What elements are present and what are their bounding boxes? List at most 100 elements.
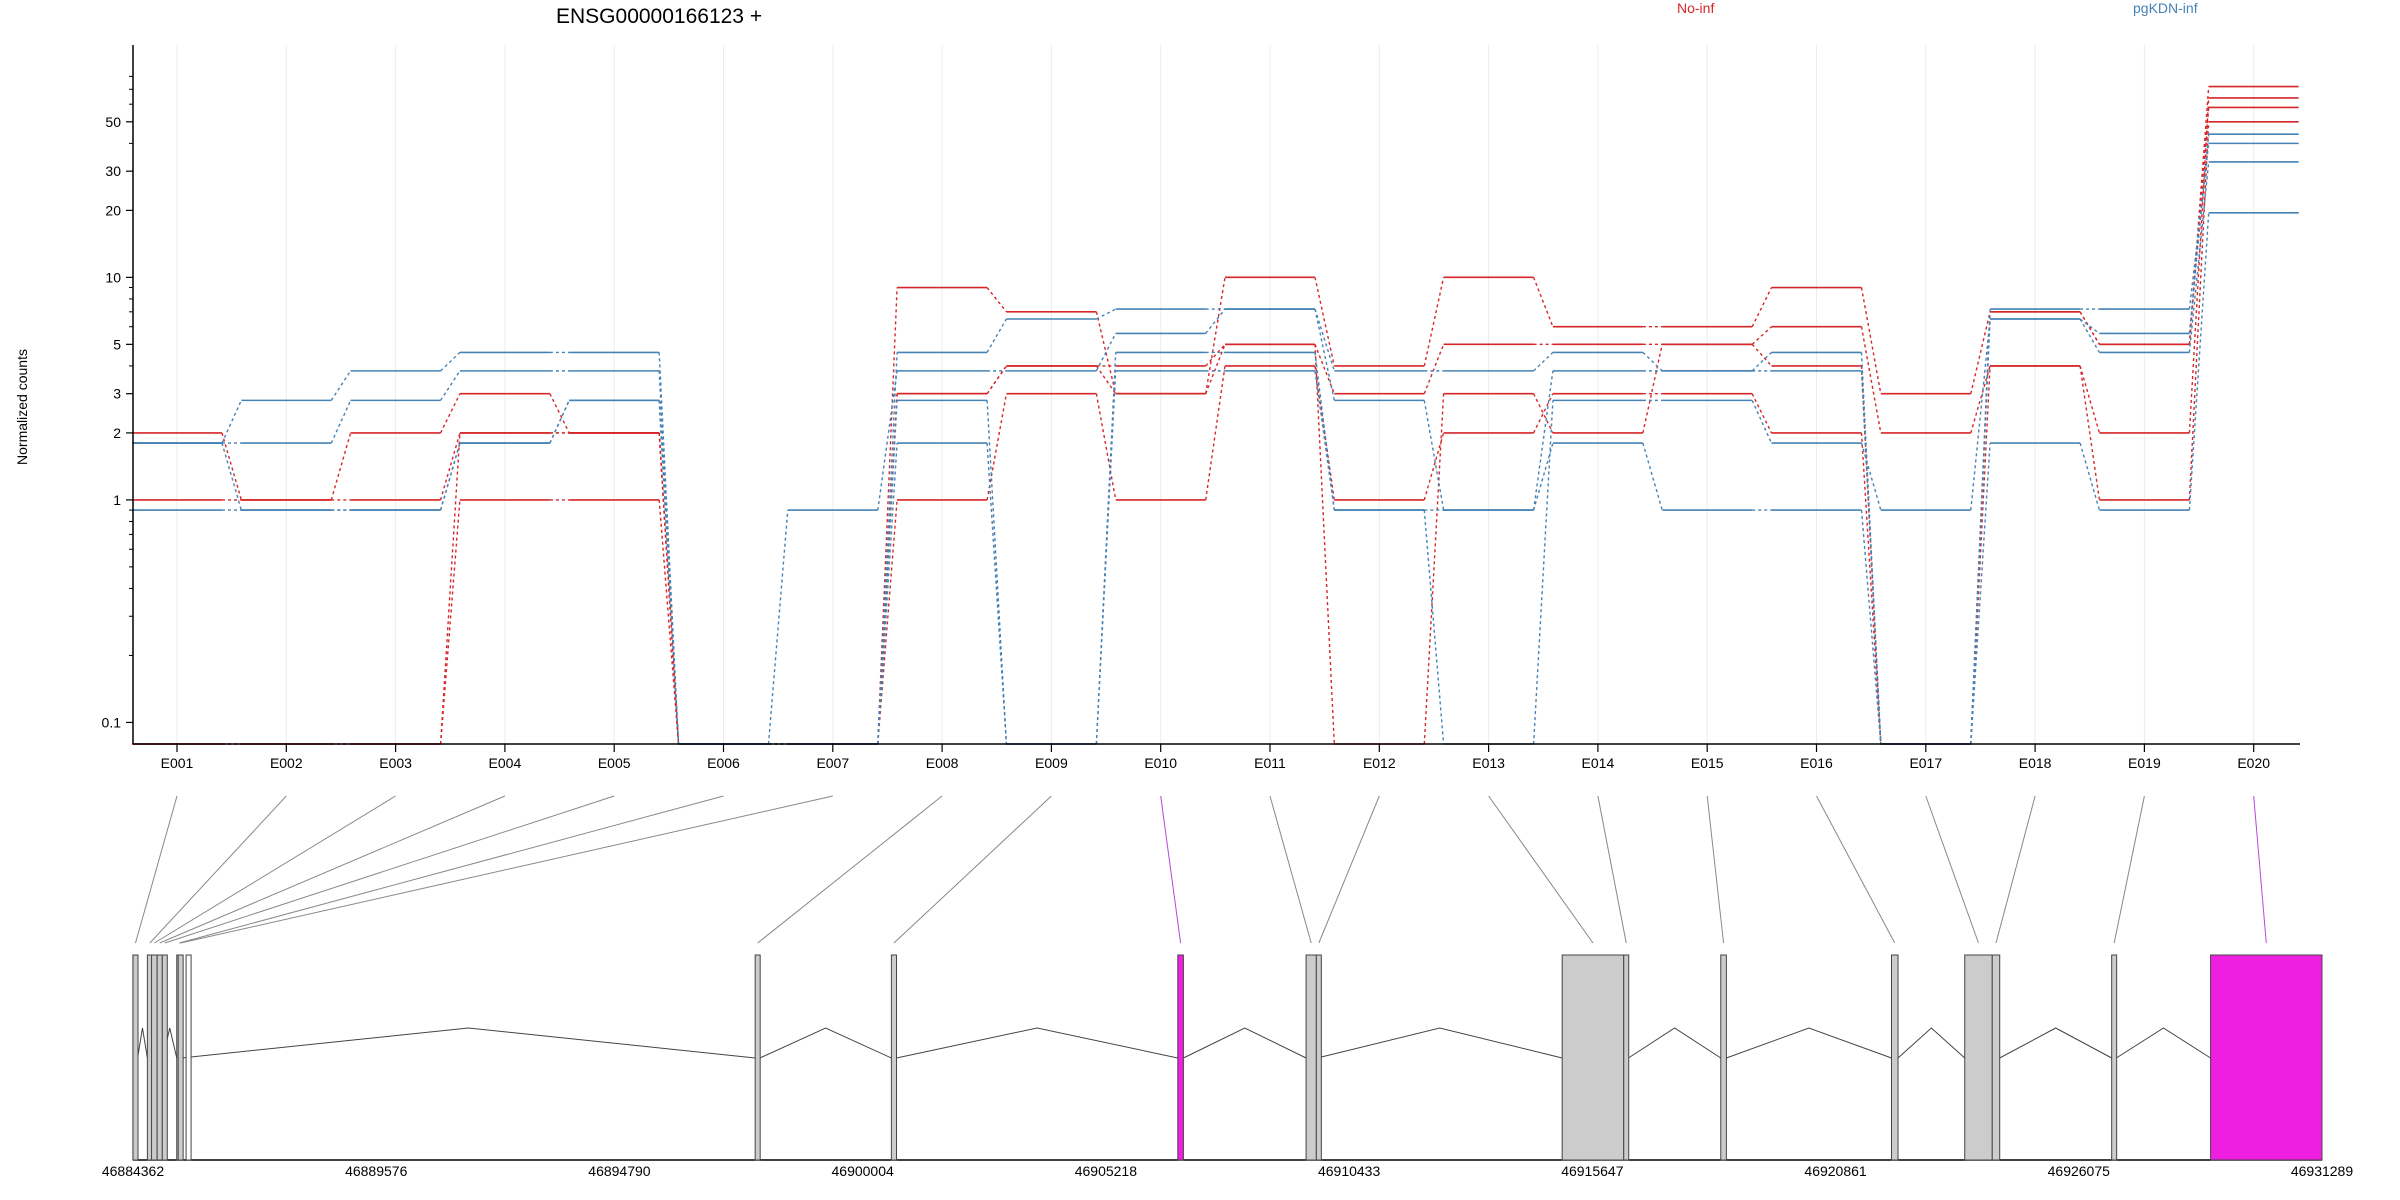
series-transition <box>1423 344 1445 394</box>
exon-box-e008 <box>754 954 761 1161</box>
series-transition <box>658 432 680 745</box>
series-7 <box>132 161 2299 745</box>
y-tick-label: 10 <box>105 269 121 285</box>
exon-connector <box>1318 795 1380 944</box>
y-tick-label: 1 <box>113 492 121 508</box>
exon-box-e020 <box>2210 954 2323 1161</box>
legend-no-inf: No-inf <box>1677 0 1714 16</box>
series-transition <box>1532 393 1554 434</box>
series-transition <box>1096 308 1117 320</box>
series-transition <box>1423 510 1445 745</box>
series-6 <box>132 133 2299 745</box>
genomic-coordinate-label: 46889576 <box>345 1163 408 1179</box>
x-tick-label: E014 <box>1582 755 1615 771</box>
x-tick-label: E003 <box>379 755 412 771</box>
series-transition <box>1970 443 1991 745</box>
exon-box-e004 <box>156 954 163 1161</box>
series-transition <box>986 365 1007 395</box>
series-transition <box>2079 365 2101 500</box>
y-tick-label: 50 <box>105 114 121 130</box>
legend-pgkdn-inf: pgKDN-inf <box>2133 0 2198 16</box>
exon-connector <box>893 795 1052 944</box>
genomic-coordinate-label: 46926075 <box>2048 1163 2111 1179</box>
exon-connector <box>180 795 833 944</box>
exon-box-e012 <box>1315 954 1322 1161</box>
x-tick-label: E015 <box>1691 755 1724 771</box>
exon-connector <box>1995 795 2036 944</box>
series-transition <box>877 499 898 745</box>
exon-connector <box>1816 795 1896 944</box>
series-transition <box>658 370 680 745</box>
series-transition <box>2188 107 2210 345</box>
series-transition <box>2188 97 2210 433</box>
exon-connector <box>1488 795 1594 944</box>
series-transition <box>1314 344 1335 745</box>
series-transition <box>2079 318 2101 353</box>
series-2 <box>132 97 2299 745</box>
y-tick-label: 5 <box>113 336 121 352</box>
series-transition <box>330 432 352 501</box>
gene-model: 46884362 46889576 46894790 46900004 46905218… <box>102 954 2353 1179</box>
series-transition <box>1751 393 1773 434</box>
x-tick-label: E006 <box>707 755 740 771</box>
x-tick-label: E005 <box>598 755 631 771</box>
series-transition <box>1751 326 1772 345</box>
intron-line <box>896 1027 1178 1059</box>
series-transition <box>986 287 1007 313</box>
series-transition <box>439 393 461 434</box>
exon-connector <box>2113 795 2145 944</box>
exon-box-e015 <box>1720 954 1727 1161</box>
x-tick-label: E012 <box>1363 755 1396 771</box>
genomic-coordinate-label: 46910433 <box>1318 1163 1381 1179</box>
series-transition <box>2079 365 2101 434</box>
y-tick-label: 0.1 <box>102 714 122 730</box>
exon-box-e007 <box>177 954 184 1161</box>
series-transition <box>549 393 570 434</box>
genomic-coordinate-label: 46884362 <box>102 1163 165 1179</box>
intron-line <box>1999 1027 2112 1059</box>
series-transition <box>2079 318 2100 334</box>
series-transition <box>986 318 1008 353</box>
x-tick-label: E010 <box>1144 755 1177 771</box>
series-transition <box>1423 400 1445 511</box>
exon-connector <box>1597 795 1627 944</box>
exon-box-e018 <box>1991 954 2001 1161</box>
series-transition <box>1532 370 1554 511</box>
series-transition <box>439 442 461 511</box>
intron-line <box>1317 1027 1563 1059</box>
genomic-coordinate-label: 46915647 <box>1561 1163 1624 1179</box>
series-lines <box>132 85 2299 745</box>
intron-line <box>1726 1027 1892 1059</box>
exon-box-e003 <box>151 954 158 1161</box>
genomic-coordinate-label: 46894790 <box>588 1163 651 1179</box>
y-tick-label: 3 <box>113 386 121 402</box>
exon-box-e011 <box>1305 954 1317 1161</box>
series-transition <box>1532 393 1554 434</box>
series-transition <box>877 287 898 745</box>
exon-box-e005 <box>161 954 168 1161</box>
x-tick-label: E016 <box>1800 755 1833 771</box>
x-tick-label: E018 <box>2019 755 2052 771</box>
x-tick-label: E004 <box>489 755 522 771</box>
series-transition <box>767 510 789 745</box>
intron-line <box>1897 1027 1966 1059</box>
series-transition <box>1205 277 1226 394</box>
series-transition <box>1205 365 1226 500</box>
series-transition <box>1751 400 1773 444</box>
intron-line <box>759 1027 892 1059</box>
series-transition <box>1095 333 1117 372</box>
exon-box-e014 <box>1623 954 1630 1161</box>
x-tick-label: E001 <box>161 755 194 771</box>
series-transition <box>1751 287 1773 328</box>
chart-title: ENSG00000166123 + <box>556 5 762 28</box>
x-tick-label: E009 <box>1035 755 1068 771</box>
x-tick-label: E020 <box>2237 755 2270 771</box>
exon-connector <box>1160 795 1182 944</box>
exon-connector <box>757 795 943 944</box>
x-tick-label: E008 <box>926 755 959 771</box>
series-transition <box>1532 277 1554 327</box>
series-transition <box>2188 212 2210 511</box>
series-transition <box>440 351 461 372</box>
series-transition <box>1642 344 1663 434</box>
series-transition <box>877 400 898 745</box>
